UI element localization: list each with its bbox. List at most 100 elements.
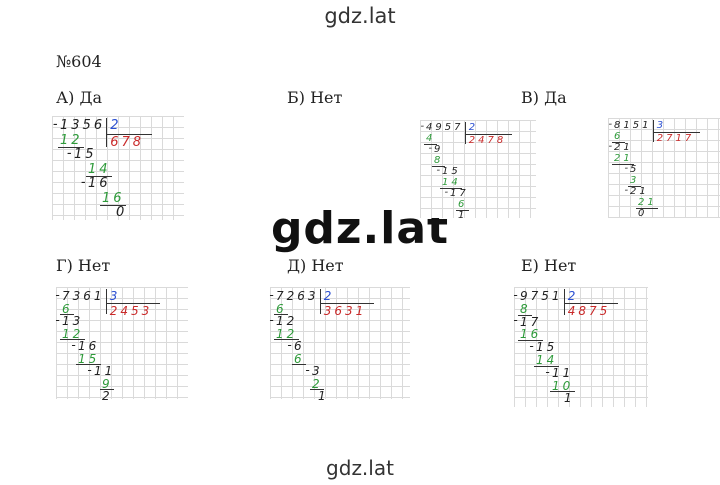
watermark-top: gdz.lat	[324, 4, 396, 28]
division-step: 17	[450, 188, 469, 199]
division-step: 6	[294, 339, 305, 353]
division-step: 0	[116, 205, 128, 220]
division-step: 21	[638, 197, 657, 208]
minus-sign: -	[305, 362, 313, 377]
division-step: 4	[426, 133, 436, 144]
exercise-number: №604	[56, 52, 102, 71]
quotient: 4875	[567, 303, 611, 318]
minus-sign: -	[513, 287, 521, 302]
answer-label: Б) Нет	[287, 88, 343, 107]
division-step: 3	[630, 175, 640, 186]
division-step: 6	[294, 351, 305, 366]
division-step: 15	[442, 166, 461, 177]
division-step: 1	[564, 391, 575, 406]
minus-sign: -	[55, 287, 63, 302]
minus-sign: -	[428, 143, 436, 154]
division-bar	[563, 289, 565, 315]
division-step: 15	[78, 351, 100, 366]
division-bar	[652, 120, 654, 142]
division-step: 16	[520, 327, 542, 342]
minus-sign: -	[66, 145, 75, 161]
division-step: 12	[276, 326, 298, 341]
division-step: 1	[458, 210, 468, 221]
quotient: 678	[110, 134, 145, 150]
grid-paper	[52, 116, 184, 220]
subtraction-line	[432, 166, 446, 167]
division-step: 0	[638, 208, 648, 219]
minus-sign: -	[624, 185, 632, 196]
minus-sign: -	[624, 163, 632, 174]
division-step: 12	[62, 326, 84, 341]
subtraction-line	[86, 176, 113, 177]
division-step: 16	[102, 190, 125, 206]
subtraction-line	[628, 186, 642, 187]
division-step: 15	[74, 147, 97, 162]
grid-paper	[270, 287, 410, 399]
division-step: 13	[62, 314, 84, 328]
division-step: 6	[614, 131, 624, 142]
minus-sign: -	[52, 116, 61, 132]
subtraction-line	[456, 210, 470, 211]
quotient-line	[464, 134, 512, 135]
division-step: 8	[520, 301, 531, 316]
division-step: 21	[614, 142, 633, 153]
subtraction-line	[534, 365, 559, 367]
subtraction-line	[274, 339, 299, 340]
division-step: 2	[312, 376, 323, 391]
division-step: 14	[88, 161, 111, 177]
division-step: 21	[630, 186, 649, 197]
minus-sign: -	[545, 364, 553, 379]
division-step: 6	[458, 199, 468, 210]
subtraction-line	[100, 205, 127, 206]
minus-sign: -	[71, 337, 79, 352]
division-step: 16	[88, 176, 111, 191]
divisor: 2	[468, 122, 479, 133]
division-step: 15	[536, 340, 558, 355]
division-bar	[464, 122, 466, 144]
division-bar	[105, 289, 107, 314]
subtraction-line	[612, 164, 635, 165]
quotient-line	[319, 302, 374, 304]
grid-paper	[56, 287, 188, 399]
division-step: 14	[536, 353, 558, 367]
minus-sign: -	[608, 141, 616, 152]
subtraction-line	[292, 364, 307, 365]
grid-paper	[608, 118, 720, 218]
divisor: 2	[110, 118, 122, 133]
quotient-line	[106, 133, 153, 135]
subtraction-line	[550, 391, 575, 393]
quotient: 2478	[468, 135, 507, 146]
quotient-line	[105, 302, 160, 304]
subtraction-line	[274, 314, 289, 315]
subtraction-line	[60, 339, 85, 340]
minus-sign: -	[269, 312, 277, 327]
minus-sign: -	[287, 337, 295, 352]
answer-label: А) Да	[56, 88, 102, 107]
minus-sign: -	[436, 165, 444, 176]
subtraction-line	[76, 364, 101, 365]
subtraction-line	[612, 142, 626, 143]
subtraction-line	[100, 389, 115, 390]
divisor: 2	[323, 289, 335, 303]
minus-sign: -	[87, 362, 95, 377]
quotient: 2453	[109, 303, 153, 318]
minus-sign: -	[269, 287, 277, 302]
division-step: 6	[62, 301, 73, 316]
minus-sign: -	[55, 312, 63, 327]
dividend: 9751	[520, 289, 563, 303]
minus-sign: -	[608, 119, 616, 130]
division-bar	[106, 118, 108, 147]
division-step: 2	[102, 389, 113, 403]
minus-sign: -	[80, 174, 89, 190]
subtraction-line	[60, 314, 75, 315]
quotient: 3631	[323, 303, 367, 318]
division-step: 9	[102, 376, 113, 391]
division-step: 8	[434, 155, 444, 166]
division-step: 3	[312, 364, 323, 378]
subtraction-line	[58, 147, 85, 148]
subtraction-line	[518, 314, 533, 316]
quotient-line	[563, 302, 618, 304]
division-step: 14	[442, 177, 461, 188]
subtraction-line	[424, 144, 438, 145]
grid-paper	[420, 120, 536, 218]
